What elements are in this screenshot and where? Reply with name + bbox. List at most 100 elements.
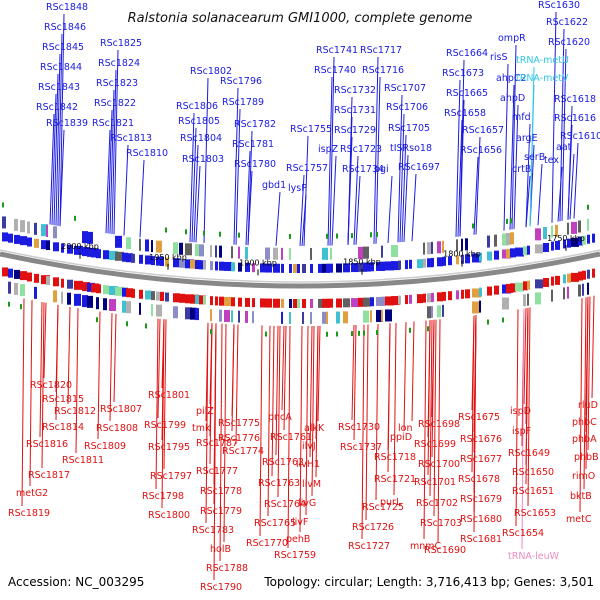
top-gene-label: RSc1802 bbox=[190, 66, 232, 77]
top-gene-label: RSc1665 bbox=[446, 88, 488, 99]
top-leader-line bbox=[55, 53, 61, 226]
forward-marker bbox=[2, 202, 4, 208]
forward-feature-box bbox=[423, 242, 425, 255]
bottom-leader-line bbox=[315, 325, 319, 478]
bottom-leader-line bbox=[235, 324, 239, 445]
top-leader-line bbox=[245, 150, 251, 246]
reverse-feature bbox=[41, 275, 50, 285]
forward-feature bbox=[494, 250, 499, 260]
forward-feature bbox=[281, 263, 284, 273]
forward-feature bbox=[385, 261, 394, 271]
forward-feature-box bbox=[330, 247, 332, 260]
bottom-gene-label: RSc1816 bbox=[26, 439, 68, 450]
forward-feature-box bbox=[502, 233, 509, 246]
top-gene-label: RSc1846 bbox=[44, 22, 86, 33]
bottom-leader-line bbox=[161, 319, 165, 509]
top-leader-line bbox=[327, 76, 333, 246]
forward-feature bbox=[61, 243, 64, 253]
reverse-feature bbox=[165, 292, 169, 302]
reverse-marker bbox=[96, 317, 98, 323]
top-leader-line bbox=[561, 48, 567, 221]
kbp-tick-label: 1800 kbp bbox=[443, 250, 481, 259]
top-leader-line bbox=[347, 136, 353, 246]
top-leader-line bbox=[203, 77, 209, 244]
reverse-feature bbox=[494, 285, 499, 295]
bottom-leader-line bbox=[67, 306, 71, 405]
top-leader-line bbox=[403, 154, 409, 242]
forward-feature bbox=[145, 255, 151, 265]
forward-feature-box bbox=[461, 238, 463, 251]
forward-feature bbox=[109, 251, 118, 261]
top-leader-line bbox=[59, 129, 65, 227]
reverse-feature-box bbox=[151, 304, 153, 317]
bottom-leader-line bbox=[283, 325, 287, 431]
top-leader-line bbox=[401, 134, 407, 243]
reverse-feature bbox=[46, 276, 50, 286]
bottom-leader-line bbox=[353, 324, 357, 441]
reverse-feature bbox=[82, 282, 90, 292]
feature-tracks bbox=[2, 202, 595, 337]
reverse-feature bbox=[391, 296, 400, 306]
top-gene-label: RSc1796 bbox=[220, 76, 262, 87]
top-gene-label: RSc1839 bbox=[46, 118, 88, 129]
top-gene-label: serB bbox=[524, 152, 545, 163]
top-leader-line bbox=[475, 136, 481, 235]
reverse-feature bbox=[551, 276, 554, 286]
forward-feature bbox=[535, 244, 543, 254]
forward-feature bbox=[96, 249, 101, 259]
top-gene-label: RSc1805 bbox=[178, 116, 220, 127]
reverse-feature-box bbox=[535, 292, 541, 305]
top-gene-label: RSc1622 bbox=[546, 17, 588, 28]
bottom-gene-label: RSc1788 bbox=[206, 563, 248, 574]
forward-feature bbox=[571, 237, 579, 247]
forward-feature-box bbox=[535, 228, 541, 241]
top-leader-line bbox=[113, 49, 119, 235]
top-gene-label: RSc1780 bbox=[234, 159, 276, 170]
bottom-gene-label: lon bbox=[398, 423, 412, 434]
bottom-gene-label: ilvJ bbox=[302, 441, 316, 452]
reverse-feature-box bbox=[238, 310, 240, 323]
bottom-leader-line bbox=[97, 311, 101, 440]
reverse-feature bbox=[423, 293, 426, 303]
bottom-leader-line bbox=[163, 319, 167, 470]
forward-feature bbox=[260, 263, 265, 273]
reverse-feature-box bbox=[343, 311, 348, 324]
reverse-marker bbox=[427, 326, 429, 332]
top-gene-label: RSc1741 bbox=[316, 45, 358, 56]
forward-feature-box bbox=[53, 226, 57, 239]
top-gene-label: RSc1707 bbox=[384, 83, 426, 94]
top-gene-label: RSc1630 bbox=[538, 0, 580, 11]
top-gene-label: ompR bbox=[498, 33, 526, 44]
top-gene-label: RSc1658 bbox=[444, 108, 486, 119]
bottom-gene-label: RSc1779 bbox=[200, 506, 242, 517]
reverse-feature bbox=[231, 297, 235, 307]
reverse-feature bbox=[96, 284, 101, 294]
top-gene-label: lysP bbox=[288, 183, 307, 194]
forward-feature bbox=[20, 236, 27, 246]
top-leader-line bbox=[139, 159, 145, 238]
top-leader-line bbox=[353, 155, 359, 245]
bottom-leader-line bbox=[375, 323, 379, 501]
reverse-feature bbox=[67, 279, 73, 289]
bottom-leader-line bbox=[411, 321, 415, 422]
forward-feature bbox=[131, 253, 135, 263]
bottom-gene-label: livH1 bbox=[296, 459, 320, 470]
bottom-gene-label: RSc1783 bbox=[192, 525, 234, 536]
forward-feature bbox=[231, 262, 235, 272]
top-leader-line bbox=[537, 163, 543, 226]
forward-feature bbox=[578, 236, 583, 246]
bottom-gene-label: RSc1700 bbox=[418, 459, 460, 470]
top-leader-line bbox=[51, 93, 57, 225]
top-gene-label: gbd1 bbox=[262, 180, 286, 191]
forward-feature-box bbox=[289, 247, 291, 260]
forward-feature-box bbox=[567, 222, 569, 235]
bottom-gene-label: RSc1807 bbox=[100, 404, 142, 415]
top-gene-label: risS bbox=[490, 52, 508, 63]
top-gene-label: RSc1813 bbox=[110, 133, 152, 144]
forward-feature bbox=[370, 262, 374, 272]
forward-feature bbox=[41, 240, 50, 250]
forward-feature bbox=[336, 263, 342, 273]
forward-feature bbox=[14, 234, 20, 244]
bottom-gene-label: livM bbox=[302, 479, 321, 490]
bottom-gene-label: RSc1678 bbox=[458, 474, 500, 485]
